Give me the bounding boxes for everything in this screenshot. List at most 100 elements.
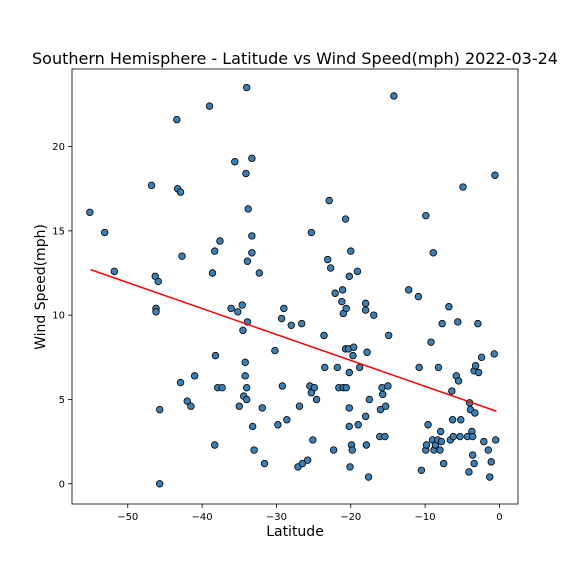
data-point (436, 427, 445, 436)
data-point (248, 249, 256, 257)
data-point (205, 102, 214, 110)
data-point (381, 432, 389, 441)
data-point (471, 362, 480, 370)
data-point (173, 115, 181, 124)
data-point (474, 368, 483, 377)
data-point (152, 308, 160, 316)
data-point (211, 351, 220, 360)
data-point (448, 387, 456, 395)
data-point (326, 264, 335, 272)
data-point (283, 415, 291, 424)
data-point (347, 247, 355, 255)
data-point (211, 247, 219, 255)
data-point (244, 205, 252, 213)
data-point (364, 473, 373, 481)
data-point (449, 432, 458, 441)
data-point (190, 372, 199, 380)
data-point (295, 402, 304, 410)
x-tick-label: −20 (340, 512, 361, 523)
y-tick-label: 0 (59, 479, 65, 490)
data-point (434, 363, 443, 372)
data-point (238, 301, 246, 309)
data-point (154, 277, 162, 286)
data-point (422, 441, 431, 449)
data-point (248, 154, 256, 163)
data-point (414, 292, 423, 301)
data-point (287, 321, 295, 329)
data-point (341, 215, 350, 223)
y-axis-label: Wind Speed(mph) (33, 224, 49, 350)
data-point (439, 459, 448, 468)
data-point (242, 395, 251, 404)
data-point (183, 397, 191, 405)
data-point (101, 228, 109, 237)
data-point (312, 395, 321, 404)
data-point (470, 459, 478, 468)
data-point (320, 331, 328, 340)
data-point (345, 272, 353, 281)
data-point (456, 432, 464, 441)
data-point (429, 249, 437, 257)
data-point (350, 343, 358, 351)
data-point (271, 346, 279, 355)
data-point (427, 338, 435, 346)
data-point (477, 353, 486, 362)
data-point (310, 383, 319, 392)
data-point (110, 267, 119, 276)
data-point (239, 326, 247, 335)
data-point (342, 383, 350, 392)
data-point (474, 319, 482, 328)
data-point (86, 208, 94, 217)
data-point (484, 446, 492, 454)
data-point (329, 446, 338, 454)
data-point (345, 422, 353, 431)
data-point (354, 421, 362, 429)
data-point (208, 269, 217, 277)
data-point (471, 409, 479, 417)
data-point (248, 232, 256, 240)
data-point (309, 436, 317, 444)
data-point (448, 415, 457, 424)
plot-frame (71, 68, 519, 505)
data-point (303, 456, 312, 464)
data-point (436, 446, 444, 454)
y-tick-label: 5 (59, 395, 65, 406)
data-point (331, 289, 339, 297)
regression-line (90, 268, 497, 412)
x-tick-label: 0 (496, 512, 502, 523)
y-tick-label: 15 (52, 226, 65, 237)
data-point (363, 348, 371, 356)
data-point (361, 306, 370, 314)
data-point (147, 181, 156, 190)
data-point (298, 459, 307, 468)
data-point (156, 405, 164, 414)
data-point (338, 286, 347, 294)
data-point (490, 350, 498, 358)
data-point (361, 412, 370, 421)
data-point (468, 432, 477, 441)
x-tick-label: −40 (192, 512, 213, 523)
data-point (381, 402, 390, 410)
data-point (241, 358, 249, 367)
data-point (227, 304, 235, 313)
data-point (342, 304, 350, 313)
data-point (234, 308, 242, 316)
data-point (242, 83, 251, 92)
data-point (349, 351, 357, 360)
data-point (231, 158, 239, 166)
data-point (297, 319, 306, 328)
data-point (491, 171, 499, 179)
data-point (321, 363, 329, 372)
data-point (454, 377, 463, 385)
data-point (486, 473, 494, 481)
data-point (211, 441, 219, 449)
data-point (178, 252, 186, 260)
data-point (468, 451, 477, 459)
data-point (325, 196, 333, 205)
y-tick-label: 20 (52, 142, 65, 153)
data-point (176, 378, 185, 387)
data-point (242, 383, 251, 392)
data-point (346, 463, 354, 471)
data-point (376, 405, 385, 414)
